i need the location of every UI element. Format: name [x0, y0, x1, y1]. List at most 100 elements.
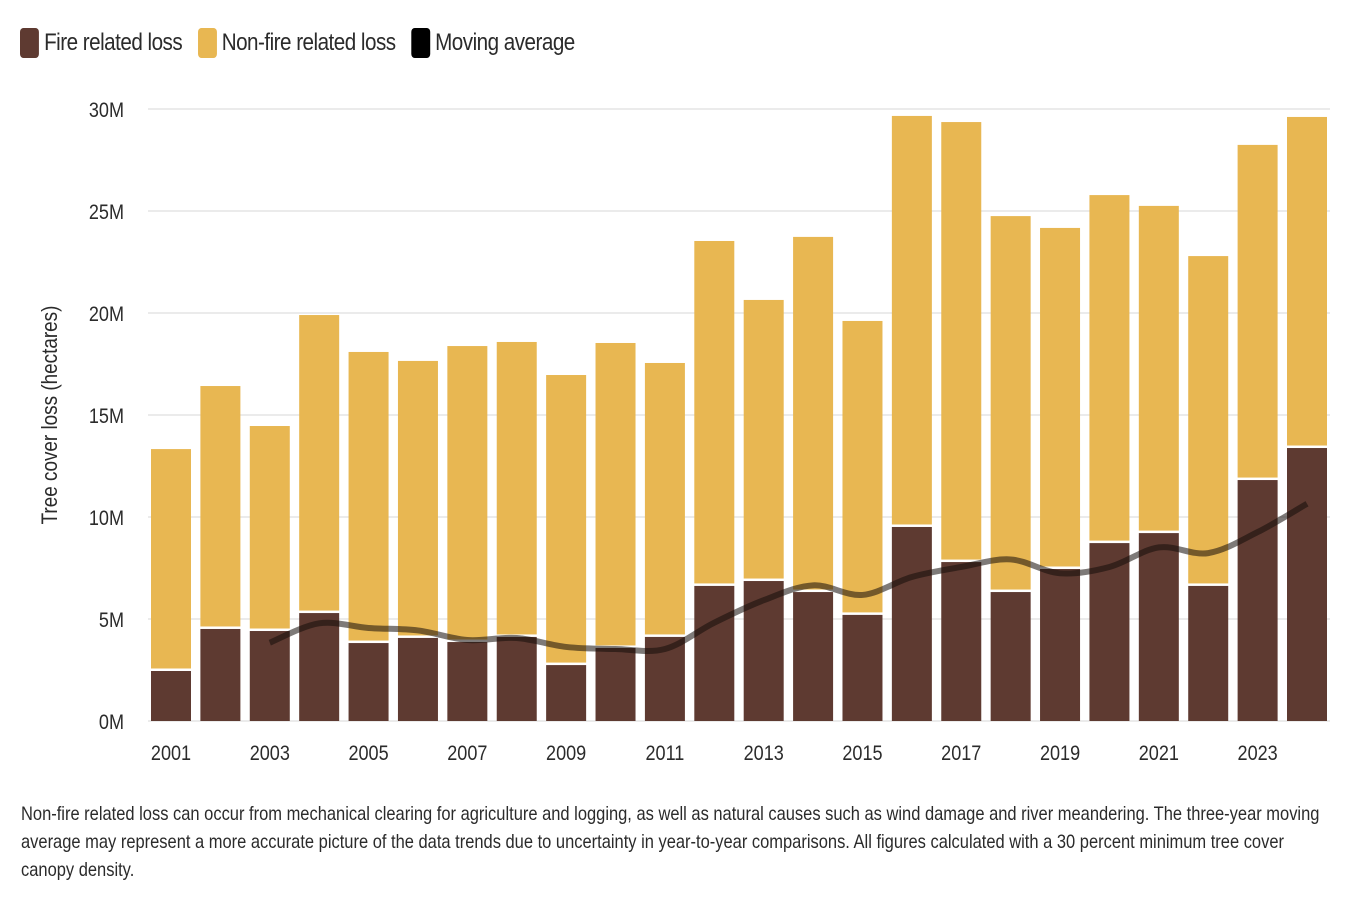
- bar-group-2006[interactable]: [397, 360, 438, 721]
- y-tick-label: 0M: [99, 711, 124, 735]
- fire-bar[interactable]: [1237, 480, 1278, 721]
- x-tick-label: 2001: [151, 742, 191, 766]
- bar-group-2001[interactable]: [151, 449, 191, 721]
- x-tick-label: 2013: [744, 742, 784, 766]
- fire-bar[interactable]: [990, 592, 1031, 721]
- non-fire-bar[interactable]: [200, 386, 241, 627]
- non-fire-bar[interactable]: [941, 122, 982, 560]
- bar-group-2008[interactable]: [496, 341, 537, 721]
- non-fire-bar[interactable]: [1138, 205, 1179, 531]
- fire-bar[interactable]: [200, 628, 241, 721]
- bar-group-2004[interactable]: [299, 315, 340, 721]
- bars: [151, 115, 1327, 721]
- legend: Fire related loss Non-fire related loss …: [20, 28, 590, 58]
- non-fire-bar[interactable]: [447, 346, 488, 640]
- bar-group-2017[interactable]: [941, 122, 982, 721]
- x-tick-label: 2015: [842, 742, 882, 766]
- fire-bar[interactable]: [447, 642, 488, 721]
- fire-bar[interactable]: [1040, 569, 1081, 721]
- bar-group-2016[interactable]: [891, 115, 932, 721]
- bar-group-2018[interactable]: [990, 216, 1031, 721]
- gridlines: [148, 108, 1330, 722]
- fire-bar[interactable]: [249, 631, 290, 721]
- non-fire-bar[interactable]: [1040, 227, 1081, 567]
- fire-bar[interactable]: [348, 643, 389, 721]
- non-fire-bar[interactable]: [1188, 256, 1229, 584]
- y-tick-label: 5M: [99, 609, 124, 633]
- x-axis: 2001 2003 2005 2007 2009 2011 2013 2015 2017 2019…: [151, 742, 1278, 766]
- fire-bar[interactable]: [941, 562, 982, 721]
- non-fire-bar[interactable]: [546, 375, 587, 663]
- fire-bar[interactable]: [151, 671, 191, 721]
- bar-group-2007[interactable]: [447, 346, 488, 721]
- fire-bar[interactable]: [595, 647, 636, 721]
- legend-item-moving-average[interactable]: Moving average: [411, 28, 575, 58]
- bar-group-2023[interactable]: [1237, 144, 1278, 721]
- non-fire-bar[interactable]: [1237, 144, 1278, 478]
- bar-group-2024[interactable]: [1287, 116, 1327, 721]
- non-fire-bar[interactable]: [595, 342, 636, 646]
- bar-group-2010[interactable]: [595, 342, 636, 721]
- bar-group-2003[interactable]: [249, 426, 290, 721]
- bar-group-2020[interactable]: [1089, 195, 1130, 721]
- non-fire-bar[interactable]: [348, 351, 389, 641]
- x-tick-label: 2011: [645, 742, 684, 766]
- x-tick-label: 2019: [1040, 742, 1080, 766]
- fire-swatch-icon: [20, 28, 39, 58]
- fire-bar[interactable]: [496, 636, 537, 721]
- fire-bar[interactable]: [793, 592, 834, 721]
- fire-bar[interactable]: [299, 613, 340, 721]
- non-fire-bar[interactable]: [1287, 116, 1327, 446]
- non-fire-bar[interactable]: [644, 362, 685, 635]
- bar-group-2011[interactable]: [644, 362, 685, 721]
- fire-bar[interactable]: [546, 665, 587, 721]
- non-fire-bar[interactable]: [891, 115, 932, 525]
- fire-bar[interactable]: [1188, 585, 1229, 721]
- chart: 0M 5M 10M 15M 20M 25M 30M 2001 2003 2005 2007 2009…: [38, 99, 1330, 766]
- bar-group-2022[interactable]: [1188, 256, 1229, 721]
- non-fire-bar[interactable]: [151, 449, 191, 669]
- non-fire-bar[interactable]: [694, 240, 735, 584]
- x-tick-label: 2017: [941, 742, 981, 766]
- non-fire-bar[interactable]: [990, 216, 1031, 590]
- y-tick-label: 20M: [89, 303, 124, 327]
- bar-group-2009[interactable]: [546, 375, 587, 721]
- x-tick-label: 2005: [348, 742, 388, 766]
- fire-bar[interactable]: [1287, 448, 1327, 721]
- legend-label: Moving average: [435, 29, 575, 56]
- y-tick-label: 30M: [89, 99, 124, 123]
- footnote: Non-fire related loss can occur from mec…: [21, 803, 1320, 881]
- non-fire-bar[interactable]: [496, 341, 537, 635]
- bar-group-2002[interactable]: [200, 386, 241, 721]
- non-fire-bar[interactable]: [743, 299, 784, 579]
- bar-group-2012[interactable]: [694, 240, 735, 721]
- non-fire-bar[interactable]: [1089, 195, 1130, 541]
- x-tick-label: 2003: [250, 742, 290, 766]
- bar-group-2005[interactable]: [348, 351, 389, 721]
- bar-group-2019[interactable]: [1040, 227, 1081, 721]
- non-fire-bar[interactable]: [397, 360, 438, 636]
- non-fire-bar[interactable]: [793, 236, 834, 590]
- fire-bar[interactable]: [1138, 533, 1179, 721]
- y-axis-title: Tree cover loss (hectares): [38, 306, 63, 525]
- x-tick-label: 2023: [1238, 742, 1278, 766]
- legend-item-fire[interactable]: Fire related loss: [20, 28, 183, 58]
- fire-bar[interactable]: [842, 614, 883, 721]
- y-tick-label: 15M: [89, 405, 124, 429]
- legend-label: Non-fire related loss: [221, 29, 396, 56]
- bar-group-2015[interactable]: [842, 320, 883, 721]
- legend-item-non-fire[interactable]: Non-fire related loss: [197, 28, 396, 58]
- non-fire-bar[interactable]: [299, 315, 340, 611]
- moving-average-path[interactable]: [268, 501, 1309, 655]
- bar-group-2021[interactable]: [1138, 205, 1179, 721]
- moving-average-line: [268, 501, 1309, 655]
- fire-bar[interactable]: [397, 637, 438, 721]
- bar-group-2014[interactable]: [793, 236, 834, 721]
- fire-bar[interactable]: [694, 585, 735, 721]
- x-tick-label: 2009: [546, 742, 586, 766]
- y-tick-label: 25M: [89, 201, 124, 225]
- bar-group-2013[interactable]: [743, 299, 784, 721]
- fire-bar[interactable]: [891, 526, 932, 721]
- non-fire-bar[interactable]: [842, 320, 883, 613]
- non-fire-bar[interactable]: [249, 426, 290, 629]
